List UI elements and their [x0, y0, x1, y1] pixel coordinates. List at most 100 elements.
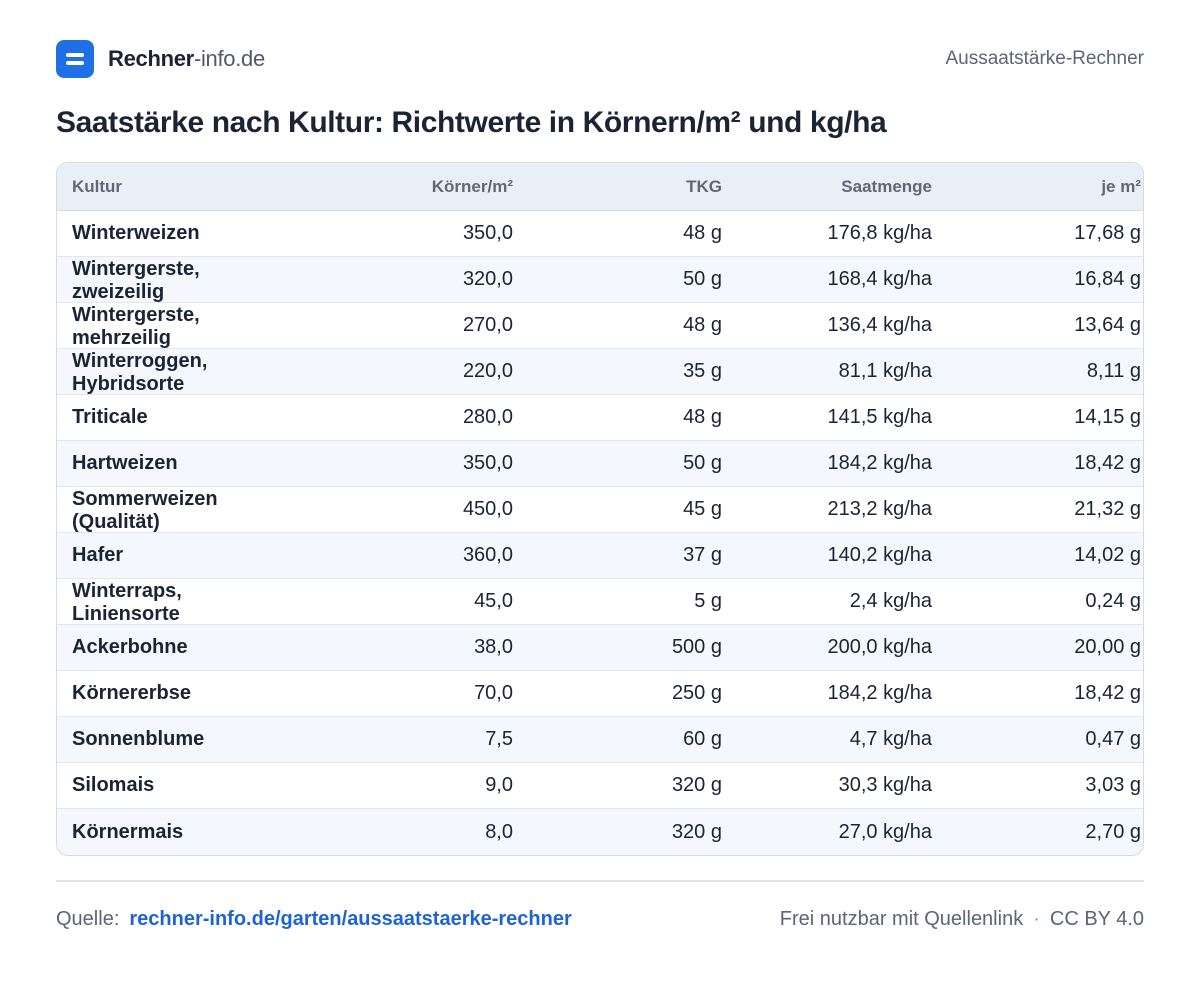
- license-text: Frei nutzbar mit Quellenlink: [779, 907, 1024, 930]
- cell-koerner: 280,0: [462, 406, 513, 428]
- cell-koerner: 9,0: [485, 774, 513, 796]
- table-row: Sommerweizen (Qualität) 450,0 45 g 213,2 kg…: [57, 487, 1143, 533]
- cell-je-m2: 0,24 g: [1085, 590, 1141, 612]
- cell-kultur: Hartweizen: [72, 452, 178, 474]
- column-header-saatmenge: Saatmenge: [841, 176, 932, 196]
- cell-saatmenge: 136,4 kg/ha: [827, 314, 932, 336]
- column-header-tkg: TKG: [686, 176, 722, 196]
- cell-kultur: Hafer: [72, 544, 124, 566]
- cell-kultur: Winterweizen: [72, 222, 200, 244]
- cell-je-m2: 8,11 g: [1086, 360, 1141, 382]
- cell-saatmenge: 4,7 kg/ha: [849, 728, 932, 750]
- cell-je-m2: 16,84 g: [1074, 268, 1141, 290]
- cell-kultur: Winterraps, Liniensorte: [72, 579, 182, 624]
- table-header: Kultur Körner/m² TKG Saatmenge je m²: [57, 163, 1143, 211]
- cell-saatmenge: 213,2 kg/ha: [827, 498, 932, 520]
- brand[interactable]: Rechner-info.de: [56, 40, 265, 78]
- license-name: CC BY 4.0: [1049, 907, 1144, 930]
- table-row: Ackerbohne 38,0 500 g 200,0 kg/ha 20,00 g: [57, 625, 1143, 671]
- cell-kultur: Körnermais: [72, 820, 184, 843]
- table-row: Triticale 280,0 48 g 141,5 kg/ha 14,15 g: [57, 395, 1143, 441]
- calculator-name: Aussaatstärke-Rechner: [945, 48, 1144, 69]
- separator: ·: [1033, 907, 1040, 930]
- cell-saatmenge: 184,2 kg/ha: [827, 452, 932, 474]
- license-info: Frei nutzbar mit Quellenlink · CC BY 4.0: [780, 908, 1144, 931]
- table-body: Winterweizen 350,0 48 g 176,8 kg/ha 17,68 g W…: [57, 211, 1143, 855]
- cell-kultur: Ackerbohne: [72, 636, 188, 658]
- table-row: Körnermais 8,0 320 g 27,0 kg/ha 2,70 g: [57, 809, 1143, 855]
- cell-kultur: Winterroggen, Hybridsorte: [72, 349, 208, 394]
- cell-je-m2: 14,15 g: [1074, 406, 1141, 428]
- cell-koerner: 220,0: [462, 360, 513, 382]
- cell-je-m2: 18,42 g: [1074, 452, 1141, 474]
- cell-koerner: 320,0: [462, 268, 513, 290]
- footer: Quelle: rechner-info.de/garten/aussaatsta…: [56, 904, 1144, 934]
- cell-saatmenge: 27,0 kg/ha: [838, 820, 932, 843]
- cell-tkg: 37 g: [683, 544, 722, 566]
- column-header-koerner: Körner/m²: [431, 176, 513, 196]
- source-label: Quelle:: [56, 907, 120, 930]
- cell-koerner: 7,5: [485, 728, 513, 750]
- cell-koerner: 45,0: [474, 590, 513, 612]
- cell-koerner: 8,0: [485, 820, 513, 843]
- table-row: Winterweizen 350,0 48 g 176,8 kg/ha 17,68 g: [57, 211, 1143, 257]
- cell-koerner: 70,0: [474, 682, 513, 704]
- cell-saatmenge: 176,8 kg/ha: [827, 222, 932, 244]
- column-header-je-m2: je m²: [1101, 176, 1141, 196]
- cell-saatmenge: 81,1 kg/ha: [838, 360, 932, 382]
- cell-kultur: Körnererbse: [72, 682, 191, 704]
- table-row: Winterroggen, Hybridsorte 220,0 35 g 81,1 k…: [57, 349, 1143, 395]
- cell-je-m2: 18,42 g: [1074, 682, 1141, 704]
- cell-tkg: 48 g: [683, 406, 722, 428]
- cell-kultur: Silomais: [72, 774, 155, 796]
- cell-tkg: 48 g: [683, 314, 722, 336]
- cell-je-m2: 17,68 g: [1074, 222, 1141, 244]
- cell-saatmenge: 140,2 kg/ha: [827, 544, 932, 566]
- table-row: Hartweizen 350,0 50 g 184,2 kg/ha 18,42 g: [57, 441, 1143, 487]
- cell-saatmenge: 2,4 kg/ha: [849, 590, 932, 612]
- cell-tkg: 48 g: [683, 222, 722, 244]
- cell-tkg: 50 g: [683, 268, 722, 290]
- cell-kultur: Sommerweizen (Qualität): [72, 487, 218, 532]
- cell-je-m2: 21,32 g: [1074, 498, 1141, 520]
- cell-kultur: Wintergerste, mehrzeilig: [72, 303, 200, 348]
- source-link[interactable]: rechner-info.de/garten/aussaatstaerke-re…: [129, 907, 572, 930]
- cell-je-m2: 13,64 g: [1074, 314, 1141, 336]
- table-row: Wintergerste, zweizeilig 320,0 50 g 168,4 k…: [57, 257, 1143, 303]
- cell-kultur: Wintergerste, zweizeilig: [72, 257, 200, 302]
- footer-divider: [56, 880, 1144, 882]
- brand-name-domain: -info.de: [193, 46, 265, 71]
- cell-tkg: 35 g: [683, 360, 722, 382]
- cell-saatmenge: 200,0 kg/ha: [827, 636, 932, 658]
- table-row: Winterraps, Liniensorte 45,0 5 g 2,4 kg/ha 0…: [57, 579, 1143, 625]
- brand-name-main: Rechner: [108, 46, 194, 71]
- cell-tkg: 50 g: [683, 452, 722, 474]
- table-row: Sonnenblume 7,5 60 g 4,7 kg/ha 0,47 g: [57, 717, 1143, 763]
- logo-icon: [56, 40, 94, 78]
- cell-koerner: 450,0: [462, 498, 513, 520]
- cell-koerner: 38,0: [474, 636, 513, 658]
- cell-koerner: 360,0: [462, 544, 513, 566]
- cell-tkg: 320 g: [671, 820, 722, 843]
- cell-koerner: 270,0: [462, 314, 513, 336]
- table-row: Hafer 360,0 37 g 140,2 kg/ha 14,02 g: [57, 533, 1143, 579]
- cell-saatmenge: 168,4 kg/ha: [827, 268, 932, 290]
- cell-koerner: 350,0: [462, 452, 513, 474]
- cell-tkg: 250 g: [671, 682, 722, 704]
- seed-rate-table: Kultur Körner/m² TKG Saatmenge je m² Win…: [56, 162, 1144, 856]
- table-row: Körnererbse 70,0 250 g 184,2 kg/ha 18,42 g: [57, 671, 1143, 717]
- cell-je-m2: 3,03 g: [1085, 774, 1141, 796]
- cell-je-m2: 14,02 g: [1074, 544, 1141, 566]
- cell-tkg: 5 g: [694, 590, 722, 612]
- brand-name: Rechner-info.de: [108, 46, 265, 72]
- cell-saatmenge: 141,5 kg/ha: [827, 406, 932, 428]
- cell-kultur: Sonnenblume: [72, 728, 205, 750]
- cell-tkg: 60 g: [683, 728, 722, 750]
- cell-tkg: 45 g: [683, 498, 722, 520]
- cell-tkg: 500 g: [671, 636, 722, 658]
- cell-saatmenge: 30,3 kg/ha: [838, 774, 932, 796]
- cell-je-m2: 0,47 g: [1085, 728, 1141, 750]
- table-row: Silomais 9,0 320 g 30,3 kg/ha 3,03 g: [57, 763, 1143, 809]
- cell-je-m2: 2,70 g: [1085, 820, 1141, 843]
